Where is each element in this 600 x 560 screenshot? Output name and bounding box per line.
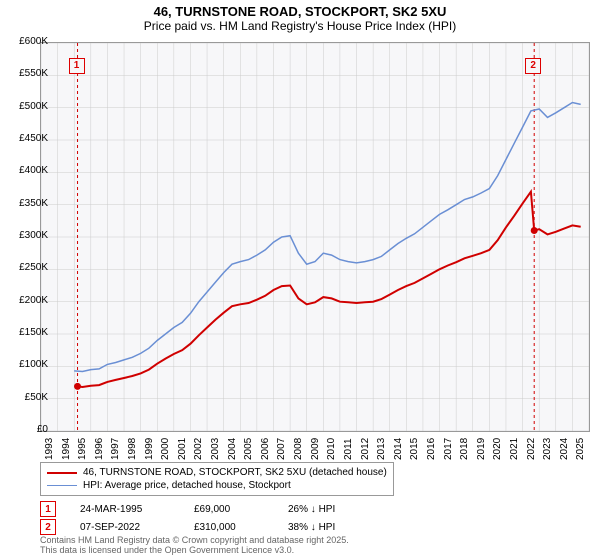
marker-diff: 26% ↓ HPI [288,504,335,515]
x-axis-label: 1994 [61,438,72,460]
legend-row: 46, TURNSTONE ROAD, STOCKPORT, SK2 5XU (… [47,466,387,479]
x-axis-label: 2023 [542,438,553,460]
marker-price: £310,000 [194,522,264,533]
y-axis-label: £450K [4,133,48,144]
title-block: 46, TURNSTONE ROAD, STOCKPORT, SK2 5XU P… [0,0,600,33]
x-axis-label: 2000 [160,438,171,460]
legend-label-price: 46, TURNSTONE ROAD, STOCKPORT, SK2 5XU (… [83,467,387,478]
marker-row: 1 24-MAR-1995 £69,000 26% ↓ HPI [40,500,335,518]
y-axis-label: £50K [4,392,48,403]
y-axis-label: £200K [4,295,48,306]
x-axis-label: 2017 [443,438,454,460]
y-axis-label: £300K [4,230,48,241]
x-axis-label: 2011 [343,438,354,460]
x-axis-label: 2014 [393,438,404,460]
y-axis-label: £350K [4,198,48,209]
marker-date: 07-SEP-2022 [80,522,170,533]
chart-plot-area [40,42,590,432]
legend-row: HPI: Average price, detached house, Stoc… [47,479,387,492]
x-axis-label: 1993 [44,438,55,460]
footer: Contains HM Land Registry data © Crown c… [40,536,349,556]
legend-swatch-hpi [47,485,77,486]
y-axis-label: £250K [4,262,48,273]
chart-marker-1: 1 [69,58,85,74]
marker-table: 1 24-MAR-1995 £69,000 26% ↓ HPI 2 07-SEP… [40,500,335,536]
x-axis-label: 2024 [559,438,570,460]
legend: 46, TURNSTONE ROAD, STOCKPORT, SK2 5XU (… [40,462,394,496]
x-axis-label: 2018 [459,438,470,460]
x-axis-label: 2002 [193,438,204,460]
chart-svg [41,43,589,431]
x-axis-label: 1998 [127,438,138,460]
x-axis-label: 1999 [144,438,155,460]
legend-label-hpi: HPI: Average price, detached house, Stoc… [83,480,291,491]
marker-box-1: 1 [40,501,56,517]
y-axis-label: £100K [4,359,48,370]
x-axis-label: 2022 [526,438,537,460]
x-axis-label: 2019 [476,438,487,460]
x-axis-label: 2020 [492,438,503,460]
y-axis-label: £500K [4,101,48,112]
y-axis-label: £550K [4,68,48,79]
chart-marker-2: 2 [525,58,541,74]
chart-container: 46, TURNSTONE ROAD, STOCKPORT, SK2 5XU P… [0,0,600,560]
x-axis-label: 2001 [177,438,188,460]
x-axis-label: 2015 [409,438,420,460]
x-axis-label: 1997 [110,438,121,460]
marker-row: 2 07-SEP-2022 £310,000 38% ↓ HPI [40,518,335,536]
y-axis-label: £600K [4,36,48,47]
x-axis-label: 2012 [360,438,371,460]
footer-line2: This data is licensed under the Open Gov… [40,546,349,556]
legend-swatch-price [47,472,77,474]
x-axis-label: 1996 [94,438,105,460]
x-axis-label: 2009 [310,438,321,460]
y-axis-label: £150K [4,327,48,338]
x-axis-label: 2013 [376,438,387,460]
title-address: 46, TURNSTONE ROAD, STOCKPORT, SK2 5XU [0,4,600,19]
marker-price: £69,000 [194,504,264,515]
x-axis-label: 1995 [77,438,88,460]
x-axis-label: 2010 [326,438,337,460]
marker-box-2: 2 [40,519,56,535]
x-axis-label: 2021 [509,438,520,460]
title-subtitle: Price paid vs. HM Land Registry's House … [0,19,600,33]
y-axis-label: £400K [4,165,48,176]
marker-date: 24-MAR-1995 [80,504,170,515]
x-axis-label: 2004 [227,438,238,460]
x-axis-label: 2007 [276,438,287,460]
y-axis-label: £0 [4,424,48,435]
x-axis-label: 2025 [575,438,586,460]
marker-diff: 38% ↓ HPI [288,522,335,533]
x-axis-label: 2016 [426,438,437,460]
x-axis-label: 2005 [243,438,254,460]
x-axis-label: 2003 [210,438,221,460]
x-axis-label: 2006 [260,438,271,460]
x-axis-label: 2008 [293,438,304,460]
